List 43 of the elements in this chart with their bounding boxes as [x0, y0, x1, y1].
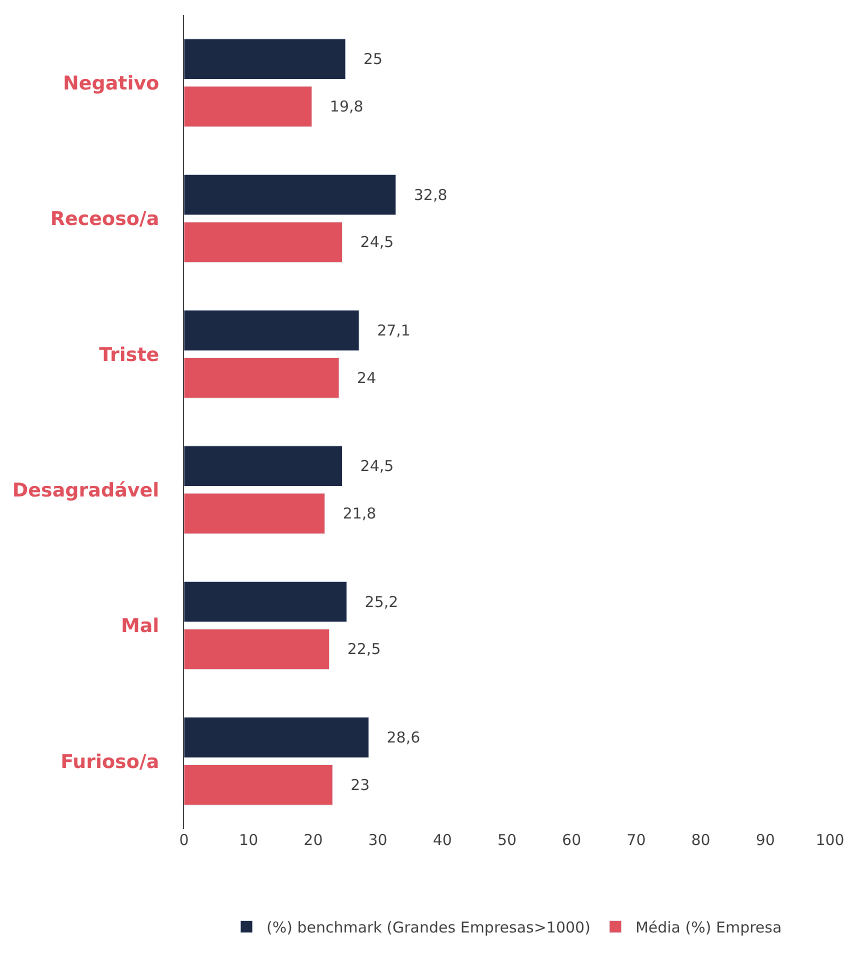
data-label: 24 [342, 368, 376, 387]
bar [184, 628, 330, 670]
data-label: 32,8 [398, 186, 448, 204]
bar [184, 174, 396, 216]
x-tick-label: 70 [626, 831, 646, 849]
x-tick-label: 60 [562, 831, 582, 849]
legend-label: Média (%) Empresa [635, 918, 782, 936]
bar [184, 716, 370, 758]
x-tick-label: 80 [691, 831, 710, 849]
data-label: 21,8 [328, 504, 376, 523]
y-tick-label: Furioso/a [60, 750, 160, 773]
x-tick-label: 90 [756, 831, 775, 849]
data-label: 28,6 [372, 728, 420, 746]
x-tick-label: 100 [816, 831, 844, 849]
bar [184, 581, 348, 622]
data-label: 24,5 [345, 457, 394, 476]
data-label: 22,5 [332, 640, 381, 658]
bar [184, 310, 360, 351]
bar [184, 446, 343, 487]
x-tick-label: 10 [239, 831, 258, 849]
x-tick-label: 30 [368, 831, 388, 849]
bar [184, 357, 340, 398]
data-label: 25 [348, 50, 383, 68]
bar [184, 493, 326, 534]
y-tick-label: Mal [120, 615, 160, 638]
x-tick-label: 20 [304, 831, 323, 849]
data-label: 24,5 [345, 233, 394, 252]
y-tick-label: Negativo [62, 72, 160, 94]
legend-label: (%) benchmark (Grandes Empresas>1000) [266, 918, 590, 936]
y-tick-label: Desagradável [12, 479, 160, 502]
x-tick-label: 40 [432, 831, 452, 849]
bar [184, 86, 312, 128]
data-label: 23 [336, 776, 370, 794]
bar [184, 222, 343, 263]
x-tick-label: 50 [497, 831, 517, 849]
data-label: 27,1 [362, 321, 410, 340]
y-tick-label: Triste [99, 344, 160, 366]
y-tick-label: Receoso/a [50, 208, 160, 230]
data-label: 19,8 [314, 98, 364, 116]
x-tick-label: 0 [179, 831, 189, 849]
bar [184, 38, 346, 80]
data-label: 25,2 [350, 592, 398, 611]
bar [184, 764, 333, 806]
